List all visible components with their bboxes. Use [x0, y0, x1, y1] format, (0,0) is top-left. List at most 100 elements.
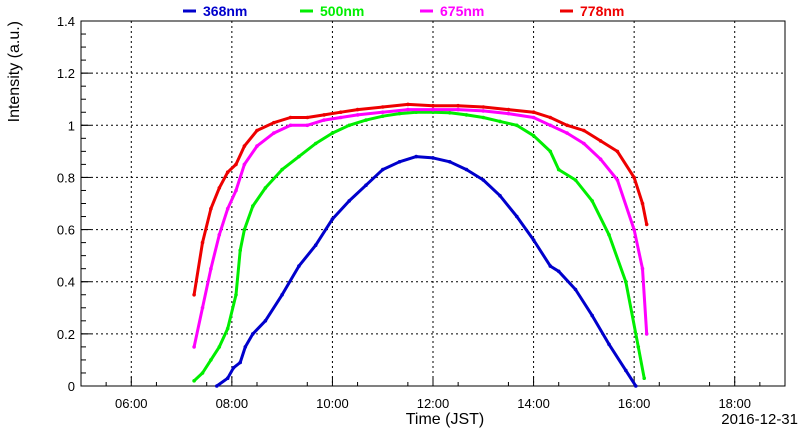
- y-tick-label: 0.4: [57, 275, 75, 290]
- data-point: [238, 360, 242, 365]
- data-point: [305, 123, 310, 128]
- data-point: [255, 144, 259, 148]
- data-point: [531, 110, 536, 114]
- x-tick-label: 06:00: [115, 396, 148, 411]
- data-point: [297, 264, 301, 268]
- data-point: [481, 178, 486, 182]
- data-point: [251, 332, 255, 336]
- data-point: [288, 115, 293, 120]
- data-point: [209, 266, 213, 271]
- data-point: [225, 170, 230, 174]
- data-point: [217, 186, 222, 190]
- grid: [81, 21, 785, 386]
- data-point: [225, 376, 230, 381]
- data-point: [225, 326, 230, 331]
- data-point: [397, 111, 402, 116]
- data-point: [598, 157, 603, 161]
- data-point: [414, 110, 419, 114]
- series-layer: [192, 102, 649, 388]
- data-point: [242, 162, 247, 167]
- series-675nm: [192, 107, 649, 349]
- x-tick-label: 12:00: [417, 396, 450, 411]
- data-point: [634, 384, 638, 388]
- data-point: [456, 107, 460, 112]
- series-line: [215, 155, 638, 388]
- data-point: [339, 115, 343, 120]
- data-point: [355, 113, 360, 117]
- data-point: [347, 199, 352, 203]
- data-point: [481, 115, 486, 120]
- data-point: [192, 293, 196, 297]
- legend: 368nm 500nm 675nm 778nm: [183, 3, 624, 19]
- data-point: [242, 144, 247, 148]
- data-point: [556, 167, 561, 172]
- data-point: [238, 248, 242, 253]
- data-point: [464, 167, 469, 172]
- data-point: [322, 113, 326, 117]
- data-point: [506, 107, 511, 112]
- data-point: [364, 183, 368, 187]
- series-line: [192, 102, 649, 296]
- data-point: [590, 313, 594, 318]
- data-point: [209, 206, 213, 211]
- data-point: [636, 345, 641, 349]
- x-tick-label: 08:00: [216, 396, 249, 411]
- data-point: [548, 149, 553, 154]
- data-point: [355, 107, 360, 112]
- data-point: [200, 306, 205, 310]
- data-point: [624, 279, 628, 284]
- axis-ticks: 06:00 08:00 10:00 12:00 14:00 16:00 18:00 0 0.2 0…: [57, 14, 761, 411]
- data-point: [607, 233, 611, 237]
- data-point: [406, 107, 410, 112]
- data-point: [255, 128, 259, 133]
- y-tick-label: 0: [68, 379, 75, 394]
- data-point: [330, 217, 335, 221]
- series-778nm: [192, 102, 649, 297]
- data-point: [234, 188, 238, 193]
- y-tick-label: 1.2: [57, 66, 75, 81]
- data-point: [313, 243, 318, 247]
- series-500nm: [192, 110, 646, 383]
- data-point: [231, 366, 236, 370]
- data-point: [431, 103, 435, 108]
- data-point: [548, 264, 553, 268]
- y-tick-label: 1: [68, 118, 75, 133]
- data-point: [632, 175, 636, 180]
- data-point: [263, 186, 268, 190]
- data-point: [364, 118, 368, 122]
- date-label: 2016-12-31: [721, 411, 798, 428]
- data-point: [582, 141, 586, 146]
- data-point: [644, 332, 649, 336]
- data-point: [644, 222, 649, 227]
- data-point: [640, 266, 645, 271]
- data-point: [582, 128, 586, 133]
- data-point: [280, 167, 284, 172]
- data-point: [624, 368, 628, 373]
- x-tick-label: 14:00: [517, 396, 550, 411]
- data-point: [209, 358, 213, 362]
- data-point: [242, 227, 247, 232]
- data-point: [548, 123, 553, 128]
- data-point: [288, 123, 293, 128]
- data-point: [464, 113, 469, 117]
- data-point: [481, 105, 486, 109]
- data-point: [339, 110, 343, 114]
- y-axis-title: Intensity (a.u.): [6, 21, 23, 122]
- legend-label: 778nm: [580, 3, 624, 19]
- legend-label: 500nm: [320, 3, 364, 19]
- data-point: [380, 110, 385, 114]
- data-point: [615, 178, 620, 182]
- data-point: [192, 379, 196, 383]
- data-point: [498, 119, 502, 124]
- data-point: [280, 293, 284, 297]
- series-368nm: [215, 154, 638, 388]
- data-point: [217, 345, 222, 349]
- x-axis-title: Time (JST): [406, 411, 485, 428]
- data-point: [313, 141, 318, 146]
- x-tick-label: 18:00: [718, 396, 751, 411]
- data-point: [217, 233, 222, 237]
- data-point: [297, 154, 301, 159]
- data-point: [200, 371, 205, 375]
- data-point: [431, 110, 435, 114]
- data-point: [431, 156, 435, 160]
